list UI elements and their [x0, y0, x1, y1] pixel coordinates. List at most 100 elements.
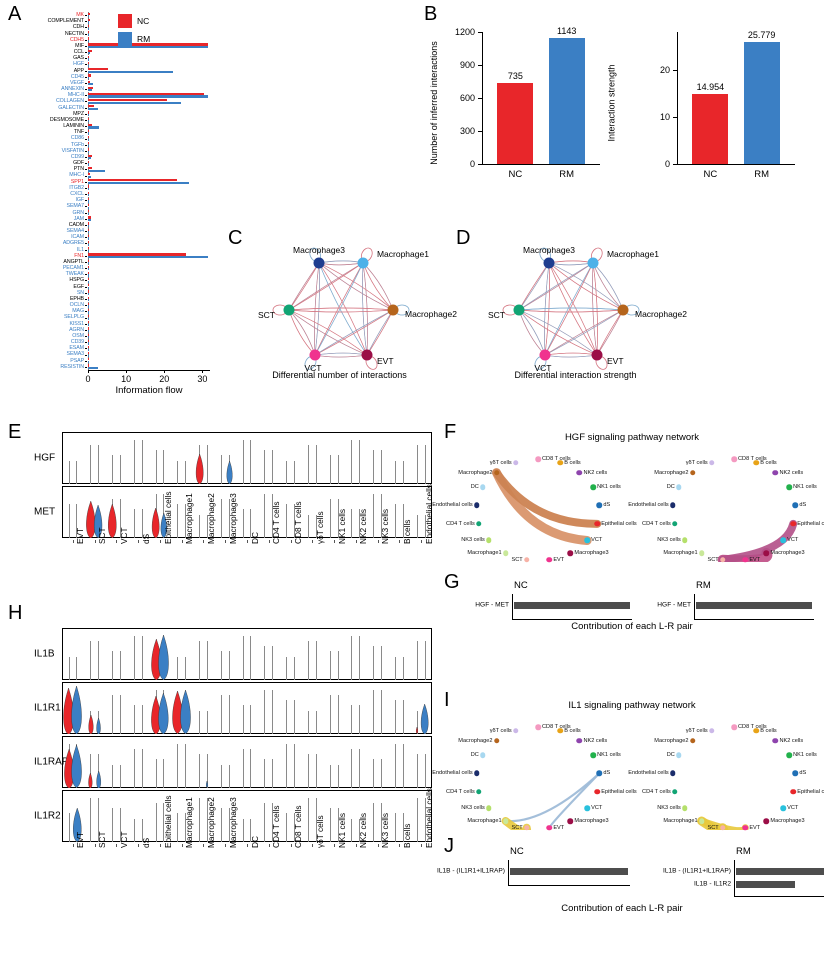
chord-node-cd4-t-cells[interactable] — [672, 521, 678, 527]
chord-node-label: B cells — [564, 459, 581, 466]
chord-node-b-cells[interactable] — [557, 728, 563, 734]
bar-nc — [88, 154, 92, 157]
chord-node-macrophage1[interactable] — [502, 550, 509, 556]
chord-node-vct[interactable] — [780, 805, 786, 812]
chord-node-macrophage1[interactable] — [698, 818, 705, 824]
chord-node-evt[interactable] — [742, 824, 749, 831]
chord-node-evt[interactable] — [742, 556, 749, 563]
chord-node-b-cells[interactable] — [753, 728, 759, 734]
chord-node-nk3-cells[interactable] — [486, 805, 492, 812]
chord-node-epithelial-cells[interactable] — [594, 789, 600, 795]
chord-node-cd4-t-cells[interactable] — [476, 521, 482, 527]
chord-node-ds[interactable] — [596, 770, 603, 777]
network-node-macrophage1[interactable] — [357, 257, 369, 269]
chord-node-b-cells[interactable] — [753, 460, 759, 466]
chord-node-nk2-cells[interactable] — [576, 469, 583, 476]
chord-node-endothelial-cells[interactable] — [473, 770, 480, 777]
chord-node-ds[interactable] — [792, 770, 799, 777]
bar-rm — [88, 255, 209, 259]
chord-node-nk1-cells[interactable] — [786, 752, 792, 759]
chord-node-label: Endothelial cells — [432, 502, 473, 509]
chord-node-macrophage2[interactable] — [493, 737, 500, 744]
chord-node-endothelial-cells[interactable] — [473, 502, 480, 509]
chord-node-cd4-t-cells[interactable] — [672, 789, 678, 795]
chord-node-sct[interactable] — [523, 824, 530, 831]
chord-node-nk2-cells[interactable] — [576, 737, 583, 744]
information-flow-row: MK — [76, 12, 210, 18]
chord-node-evt[interactable] — [546, 824, 553, 831]
chord-node-macrophage3[interactable] — [567, 550, 574, 556]
chord-node-label: CD8 T cells — [738, 724, 767, 731]
violin-stick — [228, 695, 230, 734]
chord-node-macrophage2[interactable] — [493, 469, 500, 476]
panel-i-il1-network: IL1 signaling pathway network CD8 T cell… — [432, 700, 824, 840]
chord-node-dc[interactable] — [480, 752, 486, 759]
chord-node-macrophage3[interactable] — [763, 550, 770, 556]
chord-node-nk2-cells[interactable] — [772, 469, 779, 476]
chord-node-nk3-cells[interactable] — [682, 805, 688, 812]
chord-node-evt[interactable] — [546, 556, 553, 563]
chord-node-nk1-cells[interactable] — [786, 484, 792, 491]
chord-node-epithelial-cells[interactable] — [594, 521, 600, 527]
network-node-vct[interactable] — [309, 349, 321, 361]
chord-node-label: Endothelial cells — [628, 770, 669, 777]
chord-node-γδt-cells[interactable] — [708, 460, 715, 466]
chord-node-epithelial-cells[interactable] — [790, 521, 796, 527]
network-node-macrophage3[interactable] — [313, 257, 325, 269]
violin-x-tick — [159, 844, 161, 847]
network-node-macrophage2[interactable] — [617, 304, 629, 316]
chord-node-label: CD8 T cells — [738, 456, 767, 463]
chord-node-macrophage1[interactable] — [502, 818, 509, 824]
row-tick — [84, 261, 87, 263]
violin-stick — [133, 439, 135, 484]
chord-node-γδt-cells[interactable] — [512, 728, 519, 734]
violin-stick — [68, 813, 70, 842]
chord-node-sct[interactable] — [719, 824, 726, 831]
chord-node-nk2-cells[interactable] — [772, 737, 779, 744]
violin-stick — [402, 743, 404, 788]
chord-node-epithelial-cells[interactable] — [790, 789, 796, 795]
violin-stick — [307, 514, 309, 538]
network-node-evt[interactable] — [361, 349, 373, 361]
chord-node-vct[interactable] — [780, 537, 786, 544]
chord-node-ds[interactable] — [792, 502, 799, 509]
chord-node-nk3-cells[interactable] — [682, 537, 688, 544]
chord-node-nk1-cells[interactable] — [590, 752, 596, 759]
network-node-vct[interactable] — [539, 349, 551, 361]
chord-node-macrophage1[interactable] — [698, 550, 705, 556]
chord-node-macrophage2[interactable] — [689, 469, 696, 476]
bar-rm — [88, 231, 89, 234]
chord-node-cd8-t-cells[interactable] — [535, 724, 541, 731]
chord-node-sct[interactable] — [719, 556, 726, 563]
network-node-sct[interactable] — [513, 304, 525, 316]
network-node-macrophage1[interactable] — [587, 257, 599, 269]
chord-node-endothelial-cells[interactable] — [669, 502, 676, 509]
chord-node-vct[interactable] — [584, 537, 590, 544]
chord-node-cd8-t-cells[interactable] — [535, 456, 541, 463]
violin-stick — [119, 651, 121, 680]
chord-node-b-cells[interactable] — [557, 460, 563, 466]
chord-node-dc[interactable] — [480, 484, 486, 491]
network-node-sct[interactable] — [283, 304, 295, 316]
pathway-label: CD99 — [70, 153, 84, 160]
chord-node-macrophage3[interactable] — [763, 818, 770, 824]
chord-node-dc[interactable] — [676, 752, 682, 759]
chord-node-endothelial-cells[interactable] — [669, 770, 676, 777]
chord-node-macrophage2[interactable] — [689, 737, 696, 744]
chord-node-cd4-t-cells[interactable] — [476, 789, 482, 795]
chord-node-γδt-cells[interactable] — [708, 728, 715, 734]
chord-node-nk1-cells[interactable] — [590, 484, 596, 491]
network-node-macrophage2[interactable] — [387, 304, 399, 316]
chord-node-macrophage3[interactable] — [567, 818, 574, 824]
chord-node-label: NK2 cells — [779, 737, 804, 744]
chord-node-dc[interactable] — [676, 484, 682, 491]
chord-node-sct[interactable] — [523, 556, 530, 563]
chord-node-nk3-cells[interactable] — [486, 537, 492, 544]
network-node-evt[interactable] — [591, 349, 603, 361]
chord-node-ds[interactable] — [596, 502, 603, 509]
network-node-macrophage3[interactable] — [543, 257, 555, 269]
chord-node-vct[interactable] — [584, 805, 590, 812]
chord-node-cd8-t-cells[interactable] — [731, 456, 737, 463]
chord-node-cd8-t-cells[interactable] — [731, 724, 737, 731]
chord-node-γδt-cells[interactable] — [512, 460, 519, 466]
